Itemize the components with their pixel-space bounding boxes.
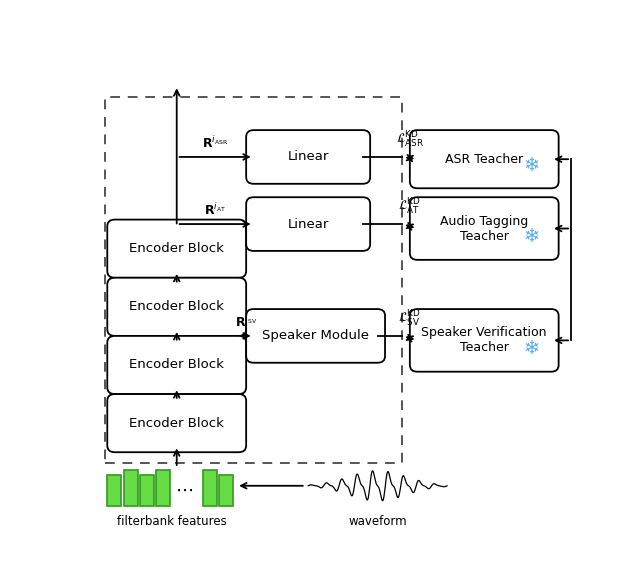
Text: $\mathcal{L}_{\mathrm{AT}}^{\mathrm{KD}}$: $\mathcal{L}_{\mathrm{AT}}^{\mathrm{KD}}… xyxy=(399,198,421,217)
FancyBboxPatch shape xyxy=(108,278,246,336)
Text: $\mathbf{R}^{i_{\mathrm{SV}}}$: $\mathbf{R}^{i_{\mathrm{SV}}}$ xyxy=(235,314,257,330)
Bar xyxy=(124,470,138,506)
FancyBboxPatch shape xyxy=(108,394,246,452)
Bar xyxy=(108,475,121,506)
Bar xyxy=(156,470,170,506)
Text: Encoder Block: Encoder Block xyxy=(129,417,224,429)
Text: $\cdots$: $\cdots$ xyxy=(175,481,193,499)
FancyBboxPatch shape xyxy=(108,336,246,394)
Text: ASR Teacher: ASR Teacher xyxy=(445,153,524,166)
Text: Linear: Linear xyxy=(287,217,329,231)
FancyBboxPatch shape xyxy=(246,197,370,251)
Text: Audio Tagging
Teacher: Audio Tagging Teacher xyxy=(440,214,529,242)
Text: $\mathcal{L}_{\mathrm{SV}}^{\mathrm{KD}}$: $\mathcal{L}_{\mathrm{SV}}^{\mathrm{KD}}… xyxy=(399,309,421,329)
Text: ❄: ❄ xyxy=(523,156,540,175)
Text: ❄: ❄ xyxy=(523,227,540,246)
FancyBboxPatch shape xyxy=(410,197,559,260)
Text: $\mathbf{R}^{i_{\mathrm{ASR}}}$: $\mathbf{R}^{i_{\mathrm{ASR}}}$ xyxy=(202,135,228,151)
Bar xyxy=(140,475,154,506)
Text: ❄: ❄ xyxy=(523,339,540,358)
Text: Speaker Verification
Teacher: Speaker Verification Teacher xyxy=(422,327,547,354)
FancyBboxPatch shape xyxy=(410,130,559,188)
Text: Speaker Module: Speaker Module xyxy=(262,329,369,342)
FancyBboxPatch shape xyxy=(246,309,385,363)
Text: $\mathcal{L}_{\mathrm{ASR}}^{\mathrm{KD}}$: $\mathcal{L}_{\mathrm{ASR}}^{\mathrm{KD}… xyxy=(396,130,424,150)
Text: Encoder Block: Encoder Block xyxy=(129,300,224,313)
FancyBboxPatch shape xyxy=(108,220,246,278)
FancyBboxPatch shape xyxy=(246,130,370,184)
Bar xyxy=(203,470,217,506)
Text: filterbank features: filterbank features xyxy=(117,515,227,528)
Text: Encoder Block: Encoder Block xyxy=(129,358,224,371)
Text: $\mathbf{R}^{i_{\mathrm{AT}}}$: $\mathbf{R}^{i_{\mathrm{AT}}}$ xyxy=(204,202,227,218)
Text: Encoder Block: Encoder Block xyxy=(129,242,224,255)
FancyBboxPatch shape xyxy=(410,309,559,372)
Text: Linear: Linear xyxy=(287,150,329,163)
Bar xyxy=(220,475,233,506)
Text: waveform: waveform xyxy=(348,515,407,528)
